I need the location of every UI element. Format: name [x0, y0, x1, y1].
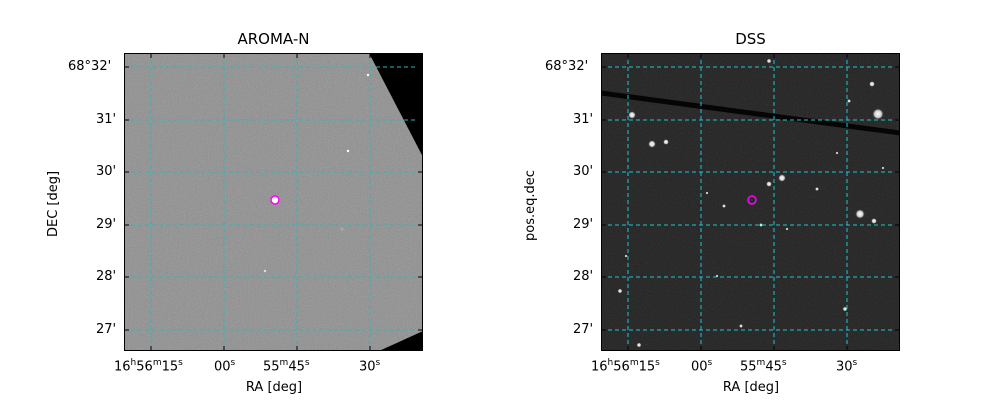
panel-title: DSS — [735, 30, 766, 48]
star — [340, 227, 344, 231]
dss-panel: DSS — [477, 0, 977, 400]
satellite-streak — [602, 90, 899, 136]
star — [346, 149, 350, 153]
y-axis-label: DEC [deg] — [46, 170, 61, 237]
mask-region-bottom — [381, 331, 422, 350]
dec-tick-label: 31' — [96, 112, 117, 127]
dss-image — [601, 53, 900, 351]
panel-title: AROMA-N — [237, 30, 310, 48]
dec-tick-label: 30' — [573, 164, 594, 179]
star — [263, 269, 267, 273]
tick-marks — [125, 54, 422, 350]
dec-tick-label: 30' — [96, 164, 117, 179]
aroma-n-panel: AROMA-N — [46, 30, 423, 395]
image-noise — [602, 54, 899, 350]
coordinate-grid — [125, 54, 422, 350]
target-circle-icon — [747, 195, 757, 205]
aroma-n-plot — [125, 54, 422, 350]
dss-plot — [602, 54, 899, 350]
dec-tick-label: 27' — [573, 322, 594, 337]
target-circle-icon — [270, 195, 280, 205]
dec-tick-label: 68°32' — [68, 59, 112, 74]
dec-tick-label: 29' — [96, 217, 117, 232]
star-field — [617, 58, 885, 348]
ra-tick-label: 00s — [691, 358, 713, 375]
dec-tick-label: 31' — [573, 112, 594, 127]
dec-tick-label: 28' — [96, 269, 117, 284]
x-axis-label: RA [deg] — [245, 380, 303, 395]
ra-tick-label: 55m45s — [263, 358, 310, 375]
dec-tick-label: 28' — [573, 269, 594, 284]
x-axis-label: RA [deg] — [722, 380, 780, 395]
ra-tick-label: 16h56m15s — [591, 358, 660, 375]
dec-tick-label: 27' — [96, 322, 117, 337]
ra-tick-label: 30s — [836, 358, 858, 375]
star — [366, 73, 370, 77]
y-axis-label: pos.eq.dec — [523, 170, 538, 241]
dec-tick-label: 29' — [573, 217, 594, 232]
ra-tick-label: 30s — [359, 358, 381, 375]
mask-region-top — [369, 54, 422, 156]
ra-tick-label: 55m45s — [740, 358, 787, 375]
ra-tick-label: 00s — [214, 358, 236, 375]
aroma-n-image — [124, 53, 423, 351]
ra-tick-label: 16h56m15s — [114, 358, 183, 375]
tick-marks — [602, 54, 899, 350]
coordinate-grid — [602, 54, 899, 350]
dec-tick-label: 68°32' — [545, 59, 589, 74]
